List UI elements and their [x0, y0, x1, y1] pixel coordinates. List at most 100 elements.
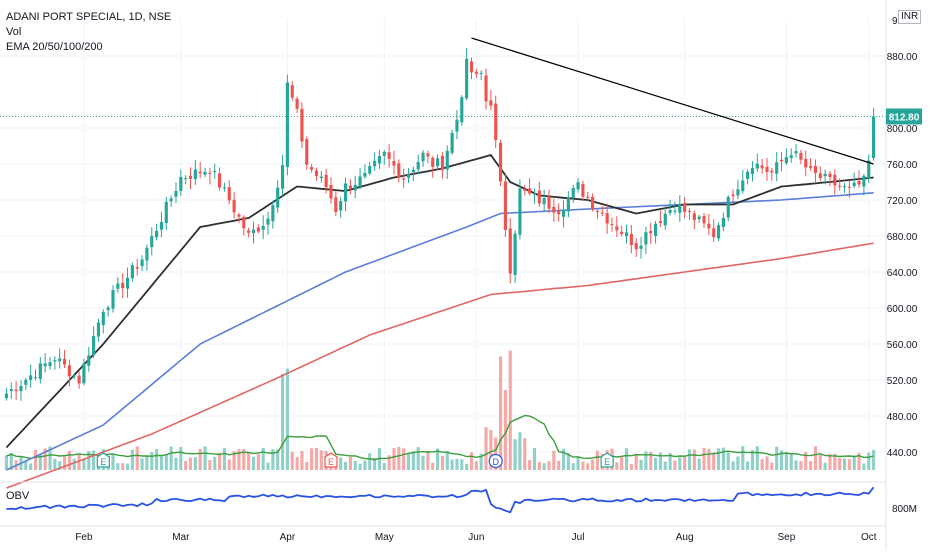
- volume-bar: [426, 450, 430, 470]
- volume-bar: [591, 459, 595, 470]
- volume-bar: [198, 448, 202, 470]
- y-tick-label: 680.00: [887, 232, 918, 243]
- candle-body: [755, 163, 759, 169]
- volume-bar: [518, 432, 522, 470]
- candle-body: [469, 61, 474, 73]
- volume-bar: [232, 451, 236, 470]
- volume-bar: [82, 458, 86, 470]
- volume-bar: [852, 457, 856, 470]
- candle-body: [53, 360, 57, 362]
- volume-bar: [557, 460, 561, 470]
- candle-body: [455, 119, 459, 132]
- earnings-marker: [600, 452, 614, 468]
- volume-bar: [566, 453, 570, 470]
- candle-body: [261, 225, 265, 230]
- y-tick-label: 880.00: [887, 52, 918, 63]
- candle-body: [135, 267, 139, 269]
- volume-bar: [663, 461, 667, 470]
- candle-body: [629, 233, 633, 246]
- volume-bar: [576, 456, 580, 470]
- volume-bar: [784, 452, 788, 470]
- volume-bar: [87, 451, 91, 470]
- candle-body: [29, 375, 33, 380]
- volume-bar: [169, 446, 173, 470]
- volume-bar: [445, 451, 449, 470]
- candle-body: [523, 188, 527, 191]
- volume-bar: [634, 453, 638, 470]
- candle-body: [750, 168, 755, 174]
- volume-bar: [266, 462, 270, 470]
- candle-body: [111, 290, 115, 309]
- ema-indicator-label[interactable]: EMA 20/50/100/200: [6, 41, 103, 53]
- volume-bar: [629, 463, 633, 470]
- candle-body: [639, 245, 643, 249]
- candle-body: [382, 151, 386, 156]
- dividend-marker: [488, 453, 503, 469]
- candle-body: [566, 197, 570, 212]
- candle-body: [198, 171, 202, 174]
- candle-body: [838, 185, 842, 187]
- candle-body: [576, 182, 580, 190]
- candle-body: [125, 277, 130, 289]
- candle-body: [295, 98, 299, 109]
- ema100-line: [6, 242, 874, 489]
- x-tick-label: Mar: [172, 532, 190, 543]
- candle-body: [237, 214, 241, 217]
- candle-body: [256, 227, 260, 232]
- candle-body: [610, 224, 614, 226]
- volume-bar: [222, 447, 226, 470]
- candle-body: [67, 365, 71, 377]
- candle-body: [552, 207, 556, 213]
- volume-bar: [484, 427, 488, 470]
- currency-badge[interactable]: INR: [898, 10, 922, 24]
- volume-bar: [687, 449, 692, 470]
- volume-bar: [872, 450, 876, 470]
- volume-bar: [842, 458, 847, 470]
- volume-bar: [639, 459, 643, 470]
- earnings-marker: [324, 452, 338, 468]
- volume-bar: [542, 463, 546, 470]
- candle-body: [77, 375, 81, 384]
- candle-body: [712, 228, 716, 238]
- volume-bar: [455, 458, 459, 470]
- candle-body: [731, 194, 735, 197]
- volume-bar: [237, 449, 241, 470]
- volume-bar: [537, 461, 541, 470]
- volume-indicator-label[interactable]: Vol: [6, 26, 22, 38]
- volume-bar: [4, 455, 8, 470]
- candle-body: [765, 166, 769, 172]
- candle-body: [721, 217, 725, 227]
- candle-body: [852, 182, 856, 187]
- candle-body: [445, 150, 449, 170]
- y-tick-label: 600.00: [887, 304, 918, 315]
- candle-body: [692, 213, 696, 221]
- volume-bar: [697, 458, 701, 470]
- volume-bar: [121, 463, 125, 470]
- event-letter: E: [100, 457, 106, 467]
- y-tick-label: 640.00: [887, 268, 918, 279]
- obv-indicator-label[interactable]: OBV: [6, 490, 30, 502]
- x-tick-label: Feb: [75, 532, 93, 543]
- volume-bar: [673, 460, 677, 470]
- volume-bar: [416, 447, 420, 470]
- candle-body: [247, 230, 251, 233]
- volume-bar: [547, 461, 551, 470]
- candle-body: [276, 187, 280, 208]
- candle-body: [416, 161, 420, 170]
- event-letter: E: [604, 457, 610, 467]
- candle-body: [779, 159, 784, 162]
- candle-body: [193, 169, 197, 180]
- volume-bar: [92, 450, 96, 470]
- volume-bar: [261, 447, 265, 470]
- symbol-title[interactable]: ADANI PORT SPECIAL, 1D, NSE: [6, 11, 172, 23]
- candle-body: [494, 103, 498, 141]
- candle-body: [251, 229, 256, 234]
- volume-bar: [489, 429, 493, 470]
- volume-bar: [746, 461, 750, 470]
- candle-body: [121, 282, 125, 289]
- volume-bar: [348, 457, 352, 470]
- candle-body: [300, 108, 304, 142]
- volume-bar: [857, 452, 861, 470]
